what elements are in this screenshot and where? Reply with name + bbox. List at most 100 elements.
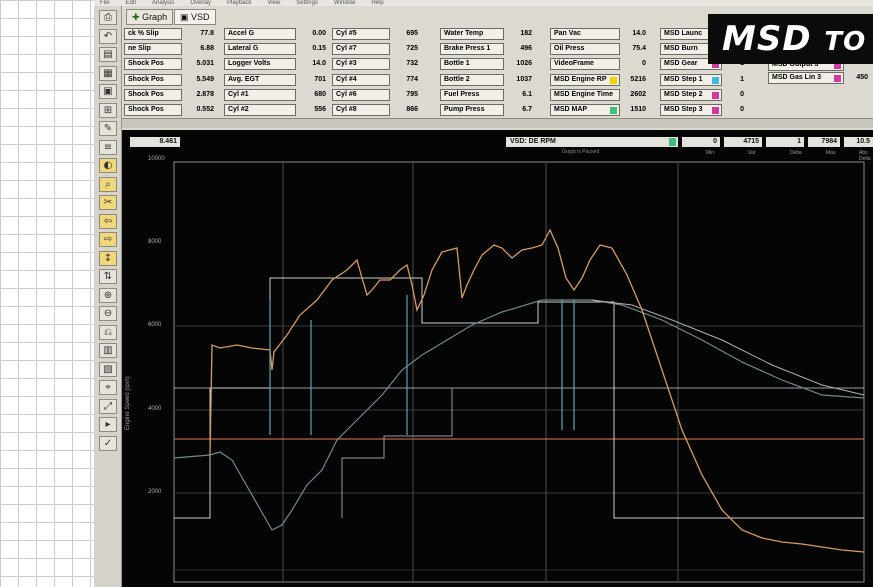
grid-icon[interactable]: ⊞	[99, 102, 117, 118]
expand-icon[interactable]: ⤢	[99, 398, 117, 414]
zoom-out-icon[interactable]: ⊖	[99, 306, 117, 321]
save-icon[interactable]: ▣	[99, 84, 117, 99]
channel-label[interactable]: Cyl #5	[332, 28, 390, 40]
reading-value: 1	[766, 137, 804, 147]
rpm-plot[interactable]	[122, 130, 873, 587]
channel-label-text: Pan Vac	[554, 30, 581, 37]
channel-label[interactable]: Accel G	[224, 28, 296, 40]
channel-label[interactable]: Shock Pos	[124, 73, 182, 86]
channel-label[interactable]: Shock Pos	[124, 104, 182, 116]
crosshair-icon[interactable]: ⌖	[99, 380, 117, 395]
graph-area[interactable]: 8.461 VSD: DE RPM 0 Min 4715 Val 1 Delta 7984 M…	[122, 130, 873, 587]
arrow-right-icon[interactable]: ⇨	[99, 232, 117, 247]
channel-label[interactable]: Cyl #8	[332, 104, 390, 116]
channel-label[interactable]: Cyl #6	[332, 88, 390, 101]
channel-value: 701	[314, 75, 326, 83]
channel-label-text: Bottle 2	[444, 75, 470, 83]
channel-label[interactable]: MSD Engine Time	[550, 88, 620, 101]
channel-label[interactable]: Brake Press 1	[440, 43, 504, 56]
menu-item[interactable]: Playback	[227, 0, 252, 6]
channel-label[interactable]: Shock Pos	[124, 88, 182, 101]
channel-color-swatch	[610, 107, 617, 114]
channel-label[interactable]: Bottle 2	[440, 73, 504, 86]
channel-label[interactable]: Cyl #3	[332, 58, 390, 71]
arrow-left-icon[interactable]: ⇦	[99, 213, 117, 229]
channel-label[interactable]: VideoFrame	[550, 58, 620, 71]
channel-label[interactable]: Oil Press	[550, 43, 620, 56]
menu-bar: File Edit Analysis Overlay Playback View Setti…	[94, 0, 873, 6]
zoom-icon[interactable]: ⌕	[99, 176, 117, 192]
channel-label[interactable]: Cyl #2	[224, 104, 296, 116]
channel-label-text: MSD Output 3	[772, 61, 819, 68]
plot-frame	[173, 161, 865, 583]
reading-label: Delta	[790, 150, 802, 156]
horizontal-scrollbar[interactable]	[122, 118, 873, 128]
channel-label[interactable]: MSD Step 2	[660, 88, 722, 101]
tab-vsd[interactable]: ▣ VSD	[174, 9, 216, 25]
channel-color-swatch	[834, 74, 841, 82]
channel-value: 1026	[516, 60, 532, 68]
channel-label[interactable]: Cyl #4	[332, 73, 390, 86]
table-icon[interactable]: ▦	[99, 65, 117, 81]
channel-label-text: Cyl #4	[336, 75, 357, 83]
channel-label[interactable]: ne Slip	[124, 43, 182, 56]
play-icon[interactable]: ▸	[99, 417, 117, 432]
channel-select[interactable]: VSD: DE RPM	[506, 137, 678, 147]
channel-label[interactable]: ck % Slip	[124, 28, 182, 40]
channel-label[interactable]: Fuel Press	[440, 88, 504, 101]
channel-label[interactable]: Pan Vac	[550, 28, 620, 40]
channel-value: 182	[520, 30, 532, 37]
menu-item[interactable]: Settings	[296, 0, 318, 6]
menu-item[interactable]: File	[100, 0, 110, 6]
menu-item[interactable]: View	[267, 0, 281, 6]
channel-label[interactable]: MSD Step 1	[660, 73, 722, 86]
channel-color-swatch	[712, 76, 719, 84]
contrast-icon[interactable]: ◐	[99, 158, 117, 173]
channel-value: 6.1	[522, 90, 532, 98]
channel-value: 2602	[630, 90, 646, 98]
vertical-toolbar: ⎙ ↶ ▤ ▦ ▣ ⊞ ✎ ≡ ◐ ⌕ ✂ ⇦ ⇨ ↕ ⇅ ⊕ ⊖ ⎌ ▥ ▧ ⌖ ⤢ ▸ ✓	[94, 6, 122, 587]
bars-icon[interactable]: ▥	[99, 343, 117, 358]
channel-label[interactable]: MSD Gas Lin 3	[768, 71, 844, 84]
cut-icon[interactable]: ✂	[99, 195, 117, 210]
channel-value: 75.4	[632, 45, 646, 53]
y-tick-label: 6000	[148, 322, 162, 328]
channel-label[interactable]: Avg. EGT	[224, 73, 296, 86]
menu-item[interactable]: Help	[371, 0, 384, 6]
menu-item[interactable]: Window	[333, 0, 356, 6]
channel-label[interactable]: MSD MAP	[550, 104, 620, 116]
y-axis-title: Engine Speed (rpm)	[125, 376, 131, 430]
menu-icon[interactable]: ≡	[99, 139, 117, 155]
channel-label[interactable]: Cyl #1	[224, 88, 296, 101]
channel-label[interactable]: MSD Step 3	[660, 104, 722, 116]
channel-label[interactable]: Logger Volts	[224, 58, 296, 71]
channel-label-text: Cyl #2	[228, 106, 249, 113]
channel-label[interactable]: Water Temp	[440, 28, 504, 40]
channel-label[interactable]: Pump Press	[440, 104, 504, 116]
channel-label[interactable]: MSD Engine RP	[550, 73, 620, 86]
msd-logo: MSD TO	[708, 14, 873, 64]
menu-item[interactable]: Overlay	[190, 0, 212, 6]
print-icon[interactable]: ⎙	[99, 10, 117, 25]
tab-graph[interactable]: ✚ Graph	[126, 9, 174, 25]
channel-label[interactable]: Bottle 1	[440, 58, 504, 71]
pencil-icon[interactable]: ✎	[99, 121, 117, 136]
channel-value: 556	[314, 106, 326, 113]
swap-icon[interactable]: ⇅	[99, 269, 117, 284]
secondary-trace	[173, 299, 865, 531]
menu-item[interactable]: Edit	[125, 0, 137, 6]
vertical-resize-icon[interactable]: ↕	[99, 250, 117, 266]
list-icon[interactable]: ▤	[99, 47, 117, 62]
channel-label[interactable]: Cyl #7	[332, 43, 390, 56]
hatch-icon[interactable]: ▧	[99, 361, 117, 377]
menu-item[interactable]: Analysis	[152, 0, 175, 6]
reading-value: 7984	[808, 137, 840, 147]
channel-label[interactable]: MSD Gear	[660, 58, 722, 71]
channel-label[interactable]: Shock Pos	[124, 58, 182, 71]
reset-icon[interactable]: ⎌	[99, 324, 117, 340]
zoom-in-icon[interactable]: ⊕	[99, 287, 117, 303]
channel-label-text: Accel G	[228, 30, 255, 37]
channel-label[interactable]: Lateral G	[224, 43, 296, 56]
undo-icon[interactable]: ↶	[99, 28, 117, 44]
check-icon[interactable]: ✓	[99, 435, 117, 451]
